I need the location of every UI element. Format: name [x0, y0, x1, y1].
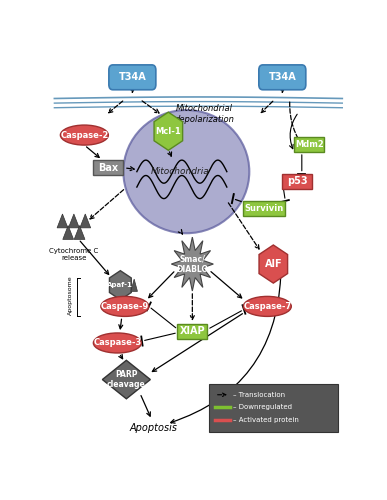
Text: Mcl-1: Mcl-1 — [156, 126, 181, 136]
Polygon shape — [74, 226, 85, 239]
FancyBboxPatch shape — [209, 384, 338, 432]
FancyBboxPatch shape — [109, 65, 156, 90]
Text: Mitochondria: Mitochondria — [151, 167, 210, 176]
Text: Mdm2: Mdm2 — [295, 140, 324, 149]
Polygon shape — [102, 360, 150, 399]
Text: – Activated protein: – Activated protein — [233, 417, 299, 423]
Text: Caspase-7: Caspase-7 — [243, 302, 291, 311]
Ellipse shape — [60, 125, 108, 145]
Bar — [93, 160, 123, 175]
Text: XIAP: XIAP — [180, 326, 205, 336]
Text: Caspase-3: Caspase-3 — [93, 338, 142, 347]
Text: AIF: AIF — [264, 259, 282, 269]
Text: Survivin: Survivin — [245, 204, 284, 212]
Ellipse shape — [93, 333, 141, 353]
Polygon shape — [171, 237, 213, 291]
Text: Caspase-2: Caspase-2 — [60, 130, 108, 140]
Text: Apoptosis: Apoptosis — [129, 422, 177, 432]
Text: T34A: T34A — [118, 72, 146, 83]
Text: Apoptosome: Apoptosome — [68, 276, 73, 316]
Ellipse shape — [101, 296, 149, 316]
Polygon shape — [68, 214, 79, 228]
Bar — [283, 174, 312, 188]
Polygon shape — [63, 226, 74, 239]
Bar — [294, 138, 324, 152]
Text: Mitochondrial
depolarization: Mitochondrial depolarization — [175, 104, 234, 124]
Text: – Translocation: – Translocation — [233, 392, 285, 398]
Text: Caspase-9: Caspase-9 — [101, 302, 149, 311]
Polygon shape — [131, 279, 137, 291]
FancyBboxPatch shape — [259, 65, 306, 90]
Ellipse shape — [243, 296, 291, 316]
Polygon shape — [259, 245, 288, 283]
Text: Apaf-1: Apaf-1 — [108, 282, 133, 288]
Polygon shape — [154, 112, 183, 150]
Text: Smac/
DIABLO: Smac/ DIABLO — [176, 254, 208, 274]
Bar — [243, 201, 285, 216]
Polygon shape — [110, 270, 131, 300]
Bar — [177, 324, 207, 338]
Text: Cytochrome C
release: Cytochrome C release — [49, 248, 99, 261]
Text: T34A: T34A — [269, 72, 296, 83]
Text: – Downregulated: – Downregulated — [233, 404, 292, 410]
Polygon shape — [80, 214, 91, 228]
Text: PARP
cleavage: PARP cleavage — [107, 370, 146, 389]
Polygon shape — [57, 214, 68, 228]
Text: Bax: Bax — [98, 163, 118, 173]
Ellipse shape — [123, 110, 249, 234]
Text: p53: p53 — [287, 176, 308, 186]
